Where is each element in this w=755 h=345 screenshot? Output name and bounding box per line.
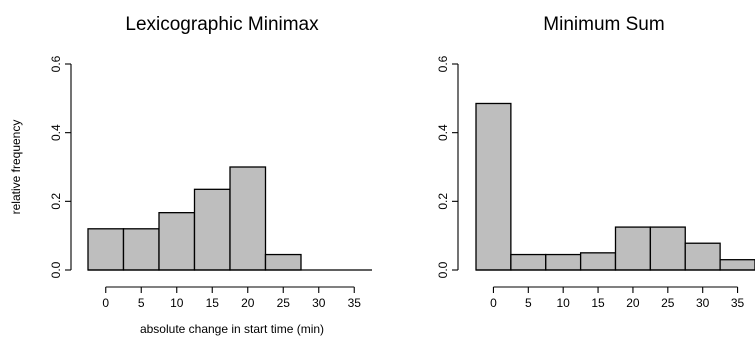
x-tick-label: 10 [170, 296, 184, 310]
y-tick-label: 0.0 [49, 261, 63, 278]
bars [87, 166, 372, 271]
y-axis: 0.0 0.2 0.4 0.6 [436, 55, 459, 278]
x-tick-label: 35 [348, 296, 362, 310]
histogram-bar-1 [122, 228, 160, 271]
y-tick-label: 0.6 [436, 55, 450, 72]
histogram-bar-0 [475, 102, 512, 271]
histogram-bar-0 [87, 228, 125, 271]
histogram-bar-4 [229, 166, 267, 271]
histogram-bar-7 [719, 259, 755, 271]
y-axis: 0.0 0.2 0.4 0.6 [49, 55, 72, 278]
x-tick-label: 15 [591, 296, 605, 310]
histogram-bar-1 [510, 253, 547, 271]
histogram-bar-6 [684, 242, 721, 271]
x-tick-label: 5 [525, 296, 532, 310]
x-axis: 0 5 10 15 20 25 30 35 [490, 286, 745, 310]
histogram-bar-2 [158, 212, 196, 271]
y-tick-label: 0.2 [49, 193, 63, 210]
y-tick-label: 0.0 [436, 261, 450, 278]
histogram-panel-minimum-sum: Minimum Sum 0.0 0.2 0.4 0.6 0 5 10 15 20 25 30 35 [436, 14, 755, 310]
histogram-bar-3 [579, 252, 617, 271]
histogram-bar-5 [264, 253, 302, 271]
x-tick-label: 20 [626, 296, 640, 310]
histogram-bar-3 [193, 188, 231, 271]
x-tick-label: 5 [138, 296, 145, 310]
x-tick-label: 30 [312, 296, 326, 310]
x-tick-label: 25 [277, 296, 291, 310]
x-tick-label: 10 [557, 296, 571, 310]
chart-title: Lexicographic Minimax [125, 14, 319, 35]
x-tick-label: 20 [241, 296, 255, 310]
x-tick-label: 0 [490, 296, 497, 310]
x-axis: 0 5 10 15 20 25 30 35 [102, 286, 362, 310]
x-axis-label: absolute change in start time (min) [140, 322, 324, 336]
x-tick-label: 15 [206, 296, 220, 310]
x-tick-label: 30 [696, 296, 710, 310]
chart-title: Minimum Sum [543, 14, 664, 35]
y-tick-label: 0.2 [436, 193, 450, 210]
histogram-bar-5 [649, 226, 686, 271]
bars [475, 102, 755, 271]
x-tick-label: 35 [731, 296, 745, 310]
histogram-panel-lexicographic-minimax: Lexicographic Minimax relative frequency… [9, 14, 372, 336]
x-tick-label: 0 [102, 296, 109, 310]
histogram-bar-2 [545, 253, 582, 271]
x-tick-label: 25 [661, 296, 675, 310]
y-tick-label: 0.6 [49, 55, 63, 72]
y-tick-label: 0.4 [436, 124, 450, 141]
y-tick-label: 0.4 [49, 124, 63, 141]
y-axis-label: relative frequency [9, 120, 23, 215]
histogram-bar-4 [614, 226, 652, 271]
